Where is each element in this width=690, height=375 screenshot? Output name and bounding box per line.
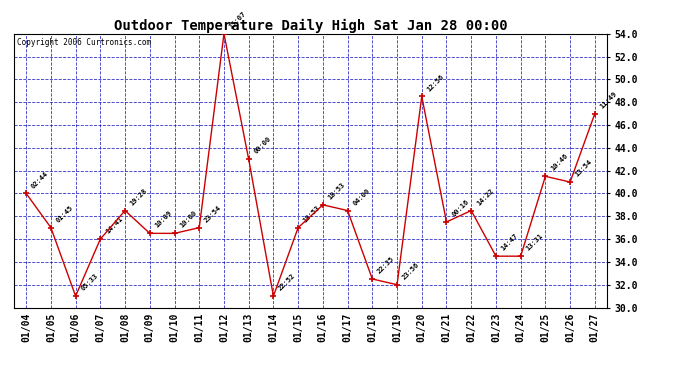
Text: 10:09: 10:09 — [154, 210, 173, 229]
Text: 14:22: 14:22 — [475, 187, 495, 206]
Text: 10:00: 10:00 — [179, 210, 198, 229]
Text: Copyright 2006 Curtronics.com: Copyright 2006 Curtronics.com — [17, 38, 151, 47]
Text: 22:52: 22:52 — [277, 273, 297, 292]
Text: 22:35: 22:35 — [377, 255, 396, 275]
Text: 15:07: 15:07 — [228, 10, 248, 30]
Text: 14:41: 14:41 — [104, 216, 124, 235]
Text: 13:54: 13:54 — [574, 159, 593, 178]
Text: 01:45: 01:45 — [55, 204, 75, 224]
Text: 10:46: 10:46 — [549, 153, 569, 172]
Title: Outdoor Temperature Daily High Sat Jan 28 00:00: Outdoor Temperature Daily High Sat Jan 2… — [114, 18, 507, 33]
Text: 05:33: 05:33 — [80, 273, 99, 292]
Text: 23:56: 23:56 — [401, 261, 420, 280]
Text: 18:53: 18:53 — [302, 204, 322, 224]
Text: 11:49: 11:49 — [599, 90, 618, 110]
Text: 12:56: 12:56 — [426, 73, 445, 92]
Text: 04:00: 04:00 — [352, 187, 371, 206]
Text: 19:28: 19:28 — [129, 187, 148, 206]
Text: 00:00: 00:00 — [253, 136, 272, 155]
Text: 23:54: 23:54 — [204, 204, 223, 224]
Text: 02:44: 02:44 — [30, 170, 50, 189]
Text: 18:53: 18:53 — [327, 182, 346, 201]
Text: 00:16: 00:16 — [451, 198, 470, 218]
Text: 14:47: 14:47 — [500, 233, 520, 252]
Text: 13:31: 13:31 — [525, 233, 544, 252]
